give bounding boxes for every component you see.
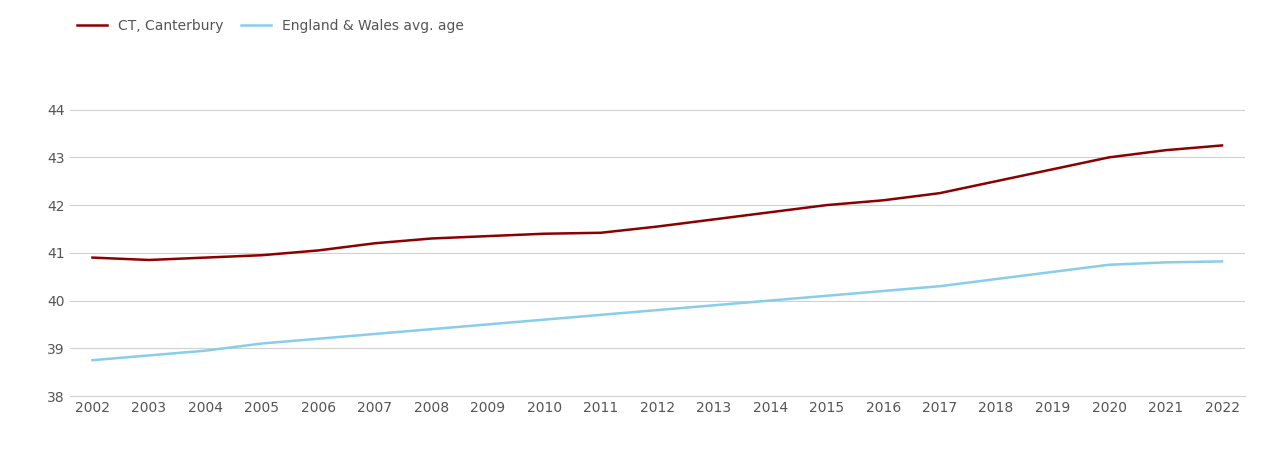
CT, Canterbury xyxy=(537,231,552,236)
CT, Canterbury xyxy=(762,210,777,215)
England & Wales avg. age xyxy=(367,331,382,337)
CT, Canterbury xyxy=(593,230,608,235)
England & Wales avg. age xyxy=(932,284,947,289)
CT, Canterbury xyxy=(198,255,213,260)
England & Wales avg. age xyxy=(254,341,269,346)
England & Wales avg. age xyxy=(988,276,1003,282)
CT, Canterbury xyxy=(367,241,382,246)
CT, Canterbury xyxy=(1158,148,1173,153)
CT, Canterbury xyxy=(85,255,100,260)
England & Wales avg. age xyxy=(1101,262,1116,267)
CT, Canterbury xyxy=(1045,166,1060,172)
CT, Canterbury xyxy=(932,190,947,196)
Line: England & Wales avg. age: England & Wales avg. age xyxy=(93,261,1222,360)
England & Wales avg. age xyxy=(198,348,213,353)
England & Wales avg. age xyxy=(85,357,100,363)
England & Wales avg. age xyxy=(424,327,439,332)
England & Wales avg. age xyxy=(537,317,552,322)
CT, Canterbury xyxy=(875,198,890,203)
England & Wales avg. age xyxy=(1158,260,1173,265)
CT, Canterbury xyxy=(649,224,664,229)
England & Wales avg. age xyxy=(1214,259,1229,264)
CT, Canterbury xyxy=(480,234,495,239)
CT, Canterbury xyxy=(988,179,1003,184)
England & Wales avg. age xyxy=(480,322,495,327)
England & Wales avg. age xyxy=(649,307,664,313)
England & Wales avg. age xyxy=(819,293,834,298)
CT, Canterbury xyxy=(1214,143,1229,148)
CT, Canterbury xyxy=(254,252,269,258)
CT, Canterbury xyxy=(141,257,156,263)
Legend: CT, Canterbury, England & Wales avg. age: CT, Canterbury, England & Wales avg. age xyxy=(76,18,464,33)
CT, Canterbury xyxy=(819,202,834,208)
England & Wales avg. age xyxy=(593,312,608,318)
England & Wales avg. age xyxy=(706,302,721,308)
CT, Canterbury xyxy=(311,248,326,253)
England & Wales avg. age xyxy=(762,298,777,303)
CT, Canterbury xyxy=(424,236,439,241)
England & Wales avg. age xyxy=(875,288,890,294)
Line: CT, Canterbury: CT, Canterbury xyxy=(93,145,1222,260)
England & Wales avg. age xyxy=(311,336,326,342)
CT, Canterbury xyxy=(706,217,721,222)
CT, Canterbury xyxy=(1101,155,1116,160)
England & Wales avg. age xyxy=(1045,269,1060,274)
England & Wales avg. age xyxy=(141,353,156,358)
